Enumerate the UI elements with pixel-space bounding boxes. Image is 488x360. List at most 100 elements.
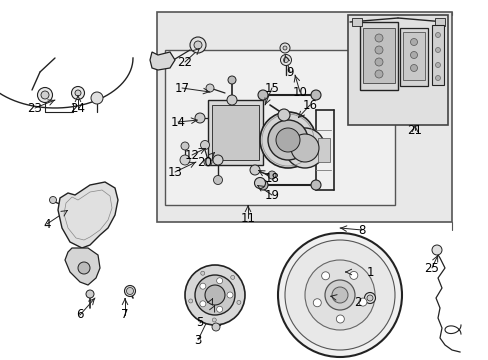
Circle shape	[285, 128, 325, 168]
Circle shape	[409, 39, 417, 45]
Circle shape	[75, 90, 81, 96]
Text: 8: 8	[358, 224, 365, 237]
Circle shape	[349, 271, 357, 279]
Circle shape	[336, 315, 344, 323]
Text: 22: 22	[177, 55, 192, 68]
Circle shape	[227, 76, 236, 84]
Circle shape	[254, 177, 265, 189]
Circle shape	[200, 283, 205, 289]
Circle shape	[435, 76, 440, 81]
Circle shape	[258, 90, 267, 100]
Text: 14: 14	[170, 116, 185, 129]
Polygon shape	[150, 52, 175, 70]
Text: 20: 20	[197, 156, 212, 168]
Text: 23: 23	[27, 102, 42, 114]
Circle shape	[267, 171, 275, 179]
Bar	[164, 50, 394, 205]
Circle shape	[260, 112, 315, 168]
Bar	[359, 22, 397, 90]
Circle shape	[41, 91, 49, 99]
Circle shape	[321, 272, 329, 280]
Circle shape	[230, 275, 234, 279]
Circle shape	[283, 58, 288, 63]
Circle shape	[435, 32, 440, 37]
Text: 11: 11	[240, 212, 255, 225]
Circle shape	[358, 298, 366, 306]
Circle shape	[126, 288, 133, 294]
Circle shape	[374, 46, 382, 54]
Text: 6: 6	[76, 309, 83, 321]
Circle shape	[181, 142, 189, 150]
Bar	[402, 32, 424, 80]
Circle shape	[200, 140, 209, 149]
Text: 10: 10	[292, 86, 307, 99]
Circle shape	[188, 299, 192, 303]
Circle shape	[194, 41, 202, 49]
Circle shape	[212, 318, 216, 322]
Circle shape	[195, 113, 204, 123]
Bar	[351, 18, 361, 26]
Bar	[362, 28, 394, 83]
Circle shape	[195, 275, 235, 315]
Circle shape	[374, 58, 382, 66]
Text: 12: 12	[184, 149, 199, 162]
Circle shape	[71, 86, 84, 99]
Circle shape	[409, 64, 417, 72]
Circle shape	[49, 197, 57, 203]
Text: 24: 24	[70, 102, 85, 114]
Circle shape	[38, 87, 52, 103]
Circle shape	[91, 92, 103, 104]
Circle shape	[305, 260, 374, 330]
Bar	[212, 105, 259, 160]
Bar	[434, 18, 444, 26]
Circle shape	[86, 290, 94, 298]
Polygon shape	[65, 248, 100, 285]
Text: 25: 25	[424, 261, 439, 274]
Text: 21: 21	[407, 123, 422, 136]
Circle shape	[310, 180, 320, 190]
Bar	[347, 15, 447, 125]
Circle shape	[184, 265, 244, 325]
Circle shape	[213, 176, 222, 185]
Circle shape	[435, 63, 440, 68]
Text: 13: 13	[167, 166, 182, 179]
Circle shape	[331, 287, 347, 303]
Circle shape	[431, 245, 441, 255]
Bar	[399, 28, 427, 86]
Circle shape	[275, 128, 299, 152]
Circle shape	[203, 158, 212, 166]
Circle shape	[374, 34, 382, 42]
Bar	[317, 138, 329, 162]
Circle shape	[78, 262, 90, 274]
Circle shape	[190, 37, 205, 53]
Text: 1: 1	[366, 266, 373, 279]
Circle shape	[200, 301, 205, 307]
Bar	[431, 25, 443, 85]
Circle shape	[216, 306, 222, 312]
Circle shape	[374, 70, 382, 78]
Circle shape	[249, 165, 260, 175]
Text: 3: 3	[194, 333, 201, 346]
Circle shape	[258, 180, 267, 190]
Circle shape	[212, 323, 220, 331]
Circle shape	[226, 292, 232, 298]
Text: 17: 17	[174, 81, 189, 95]
Text: 16: 16	[302, 99, 317, 112]
Circle shape	[236, 300, 241, 305]
Circle shape	[213, 155, 223, 165]
Circle shape	[278, 109, 289, 121]
Circle shape	[310, 90, 320, 100]
Text: 9: 9	[285, 66, 293, 78]
Circle shape	[366, 295, 372, 301]
Text: 18: 18	[264, 171, 279, 185]
Circle shape	[435, 48, 440, 53]
Circle shape	[325, 280, 354, 310]
Circle shape	[201, 271, 204, 275]
Circle shape	[283, 46, 286, 50]
Circle shape	[280, 54, 291, 66]
Text: 2: 2	[353, 296, 361, 309]
Circle shape	[267, 120, 307, 160]
Circle shape	[204, 285, 224, 305]
Circle shape	[285, 240, 394, 350]
Circle shape	[313, 299, 321, 307]
